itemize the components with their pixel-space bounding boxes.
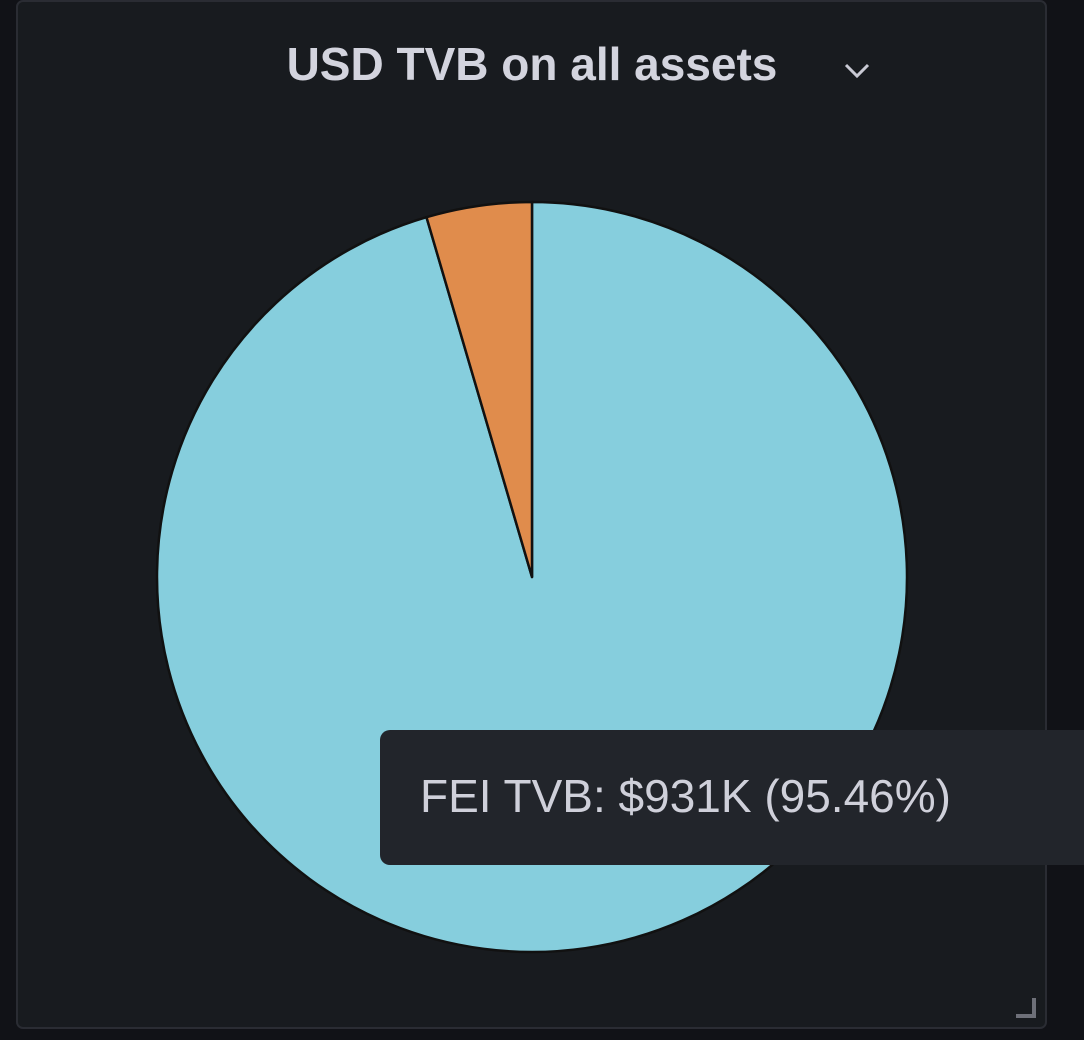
tooltip: FEI TVB: $931K (95.46%) (380, 730, 1084, 865)
tooltip-box (380, 730, 1084, 865)
resize-handle[interactable] (1016, 998, 1036, 1018)
pie-slice[interactable] (425, 200, 534, 579)
tooltip-text: FEI TVB: $931K (95.46%) (420, 770, 951, 822)
panel-title[interactable]: USD TVB on all assets (287, 38, 778, 90)
title-menu-icon[interactable] (844, 63, 870, 79)
